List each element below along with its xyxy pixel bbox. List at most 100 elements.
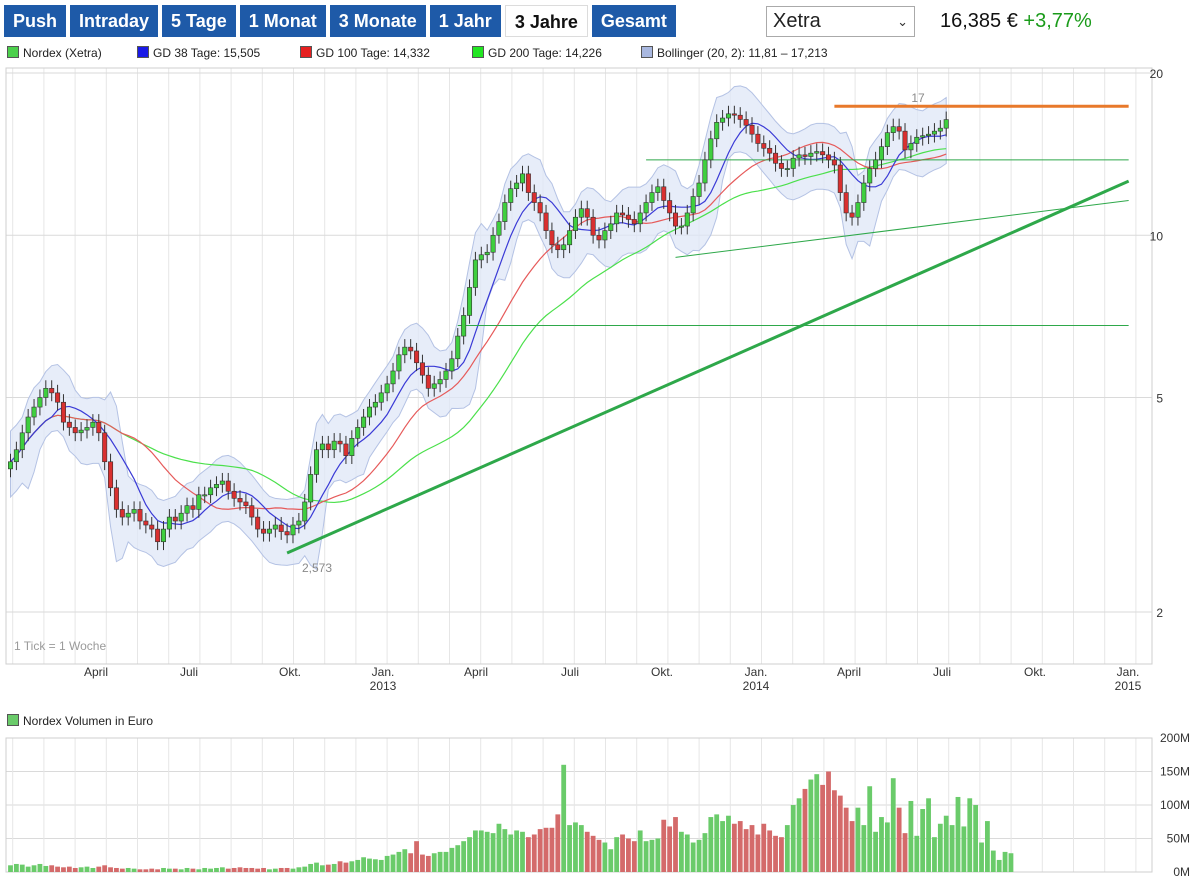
- volume-bar: [490, 833, 496, 872]
- candle-up: [884, 132, 890, 147]
- volume-bar: [608, 849, 614, 872]
- legend-swatch-bollinger: [641, 46, 653, 58]
- tab-1-jahr[interactable]: 1 Jahr: [429, 5, 501, 37]
- candle-up: [514, 182, 520, 190]
- candle-down: [66, 421, 72, 428]
- volume-bars: [8, 764, 1014, 872]
- candle-up: [178, 512, 184, 522]
- x-tick-month: Okt.: [1024, 665, 1046, 679]
- candle-up: [496, 221, 502, 236]
- candle-up: [867, 168, 873, 184]
- candle-up: [920, 135, 926, 138]
- candle-up: [926, 133, 932, 137]
- volume-bar: [478, 830, 484, 872]
- volume-bar: [296, 867, 302, 872]
- volume-bar: [37, 863, 43, 872]
- candle-up: [372, 401, 378, 408]
- candle-up: [878, 146, 884, 161]
- candle-up: [690, 196, 696, 214]
- candle-up: [725, 113, 731, 119]
- candle-up: [390, 370, 396, 385]
- volume-bar: [414, 841, 419, 872]
- x-tick-year: 2015: [1115, 679, 1142, 693]
- candle-down: [237, 498, 243, 503]
- volume-bar: [543, 827, 549, 872]
- tab-intraday[interactable]: Intraday: [70, 5, 159, 37]
- candle-down: [225, 480, 231, 492]
- tab-1-monat[interactable]: 1 Monat: [239, 5, 326, 37]
- candle-up: [8, 461, 14, 470]
- volume-bar: [520, 831, 525, 872]
- volume-chart[interactable]: 0M 50M 100M 150M 200M: [0, 730, 1195, 880]
- tab-push[interactable]: Push: [4, 5, 67, 37]
- tab-3-monate[interactable]: 3 Monate: [329, 5, 426, 37]
- x-tick-month: Juli: [180, 665, 198, 679]
- volume-bar: [449, 847, 455, 872]
- volume-bar: [225, 868, 231, 872]
- candle-down: [737, 114, 743, 120]
- volume-bar: [284, 867, 290, 872]
- volume-bar: [102, 865, 108, 872]
- volume-bar: [861, 825, 867, 872]
- volume-bar: [749, 825, 755, 872]
- volume-bar: [361, 857, 366, 872]
- volume-bar: [108, 867, 113, 872]
- volume-bar: [773, 835, 778, 872]
- candle-down: [113, 487, 119, 510]
- candle-up: [384, 383, 390, 394]
- volume-bar: [867, 786, 873, 872]
- candle-down: [149, 524, 155, 530]
- candle-up: [461, 315, 467, 337]
- volume-bar: [920, 809, 926, 872]
- volume-bar: [955, 796, 961, 872]
- volume-bar: [219, 867, 225, 872]
- volume-bar: [31, 865, 37, 872]
- volume-bar: [802, 788, 808, 872]
- volume-bar: [514, 830, 520, 872]
- volume-bar: [137, 869, 143, 872]
- volume-bar: [790, 805, 796, 872]
- volume-bar: [237, 867, 243, 872]
- volume-bar: [84, 866, 90, 872]
- candle-down: [255, 516, 261, 530]
- candle-down: [543, 212, 549, 231]
- volume-bar: [184, 867, 190, 872]
- volume-bar: [172, 868, 178, 872]
- candle-up: [861, 182, 867, 203]
- candle-down: [96, 421, 102, 434]
- candle-down: [60, 401, 66, 423]
- exchange-select[interactable]: Xetra ⌄: [766, 6, 915, 37]
- legend-swatch-gd200: [472, 46, 484, 58]
- volume-bar: [626, 838, 631, 872]
- volume-bar: [896, 807, 902, 872]
- tab-gesamt[interactable]: Gesamt: [591, 5, 676, 37]
- volume-bar: [196, 869, 202, 872]
- candle-down: [731, 113, 737, 116]
- volume-bar: [702, 833, 708, 872]
- candle-up: [219, 480, 225, 485]
- candle-up: [855, 202, 861, 218]
- candle-up: [355, 427, 361, 439]
- candle-up: [720, 117, 726, 123]
- price-chart[interactable]: 2,573 17 1 Tick = 1 Woche 2 5 10 20 April Juli Ok…: [0, 62, 1195, 702]
- candle-up: [478, 254, 484, 261]
- volume-bar: [78, 867, 84, 872]
- candle-down: [102, 432, 108, 463]
- candle-down: [408, 346, 414, 352]
- volume-bar: [655, 838, 661, 872]
- candle-down: [190, 505, 196, 510]
- candle-up: [166, 516, 172, 530]
- tab-5-tage[interactable]: 5 Tage: [162, 5, 236, 37]
- volume-bar: [673, 817, 678, 872]
- tab-3-jahre[interactable]: 3 Jahre: [504, 5, 588, 37]
- volume-bar: [443, 851, 449, 872]
- candle-down: [802, 154, 808, 157]
- x-tick-month: Okt.: [651, 665, 673, 679]
- candle-up: [708, 138, 714, 161]
- volume-bar: [431, 853, 437, 872]
- volume-bar: [731, 823, 737, 872]
- volume-bar: [879, 817, 884, 872]
- candle-up: [937, 127, 943, 132]
- candle-up: [502, 202, 508, 222]
- candle-up: [308, 474, 314, 503]
